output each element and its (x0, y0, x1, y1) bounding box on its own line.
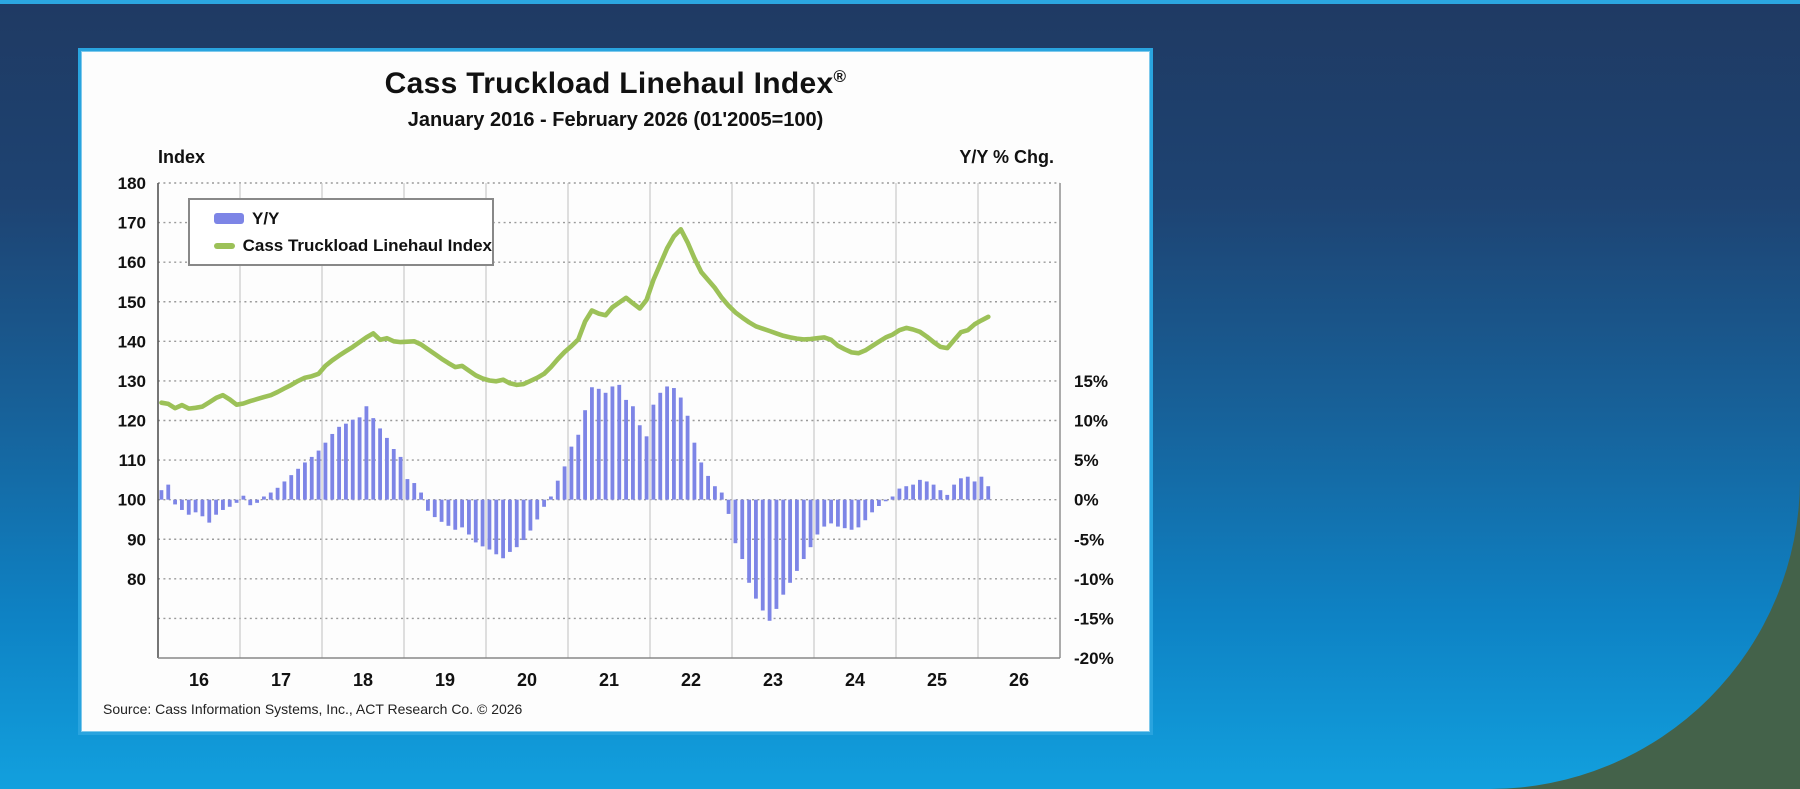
svg-text:-20%: -20% (1074, 649, 1114, 668)
chart-title-text: Cass Truckload Linehaul Index (384, 67, 834, 100)
yy-bar-swatch-icon (214, 213, 244, 224)
svg-text:100: 100 (118, 491, 146, 510)
svg-text:18: 18 (353, 670, 373, 690)
svg-text:19: 19 (435, 670, 455, 690)
year-gridlines (239, 183, 979, 658)
svg-text:20: 20 (517, 670, 537, 690)
svg-text:15%: 15% (1074, 372, 1108, 391)
svg-text:16: 16 (189, 670, 209, 690)
svg-text:22: 22 (681, 670, 701, 690)
svg-text:26: 26 (1009, 670, 1029, 690)
legend-item-yy: Y/Y (214, 209, 492, 229)
svg-text:10%: 10% (1074, 412, 1108, 431)
axes (157, 183, 1061, 659)
chart-title: Cass Truckload Linehaul Index® (81, 67, 1150, 101)
svg-text:25: 25 (927, 670, 947, 690)
right-axis-title: Y/Y % Chg. (959, 147, 1054, 167)
source-note: Source: Cass Information Systems, Inc., … (103, 701, 523, 717)
svg-text:150: 150 (118, 293, 146, 312)
legend-label-yy: Y/Y (252, 208, 280, 228)
chart-plot: 180 170 160 150 140 130 120 110 100 90 80 15% 10% 5% 0… (118, 174, 1114, 690)
svg-text:24: 24 (845, 670, 865, 690)
left-axis-tick-labels: 180 170 160 150 140 130 120 110 100 90 80 (118, 174, 146, 589)
svg-text:-5%: -5% (1074, 530, 1104, 549)
svg-text:0%: 0% (1074, 491, 1099, 510)
svg-text:21: 21 (599, 670, 619, 690)
top-accent-strip (0, 0, 1800, 4)
svg-text:170: 170 (118, 214, 146, 233)
yy-bar-series (159, 384, 991, 621)
legend-item-index: Cass Truckload Linehaul Index (214, 236, 492, 256)
right-axis-tick-labels: 15% 10% 5% 0% -5% -10% -15% -20% (1074, 372, 1114, 668)
svg-text:17: 17 (271, 670, 291, 690)
svg-text:120: 120 (118, 412, 146, 431)
index-line-swatch-icon (214, 242, 235, 249)
svg-text:110: 110 (119, 451, 146, 470)
svg-text:130: 130 (118, 372, 146, 391)
legend-label-index: Cass Truckload Linehaul Index (242, 235, 492, 255)
svg-text:5%: 5% (1074, 451, 1099, 470)
svg-text:180: 180 (118, 174, 146, 193)
x-axis-tick-labels: 16 17 18 19 20 21 22 23 24 25 26 (189, 670, 1029, 690)
chart-card: Cass Truckload Linehaul Index® January 2… (78, 48, 1153, 735)
svg-text:160: 160 (118, 253, 146, 272)
svg-text:140: 140 (118, 332, 146, 351)
horizontal-gridlines (158, 182, 1060, 620)
svg-text:-10%: -10% (1074, 570, 1114, 589)
registered-trademark-symbol: ® (833, 67, 847, 86)
index-line-series (159, 227, 991, 411)
svg-text:90: 90 (127, 530, 146, 549)
svg-text:80: 80 (127, 570, 146, 589)
left-axis-title: Index (158, 147, 206, 167)
svg-text:23: 23 (763, 670, 783, 690)
chart-subtitle: January 2016 - February 2026 (01'2005=10… (407, 109, 824, 131)
svg-text:-15%: -15% (1074, 609, 1114, 628)
chart-legend: Y/Y Cass Truckload Linehaul Index (188, 198, 494, 266)
